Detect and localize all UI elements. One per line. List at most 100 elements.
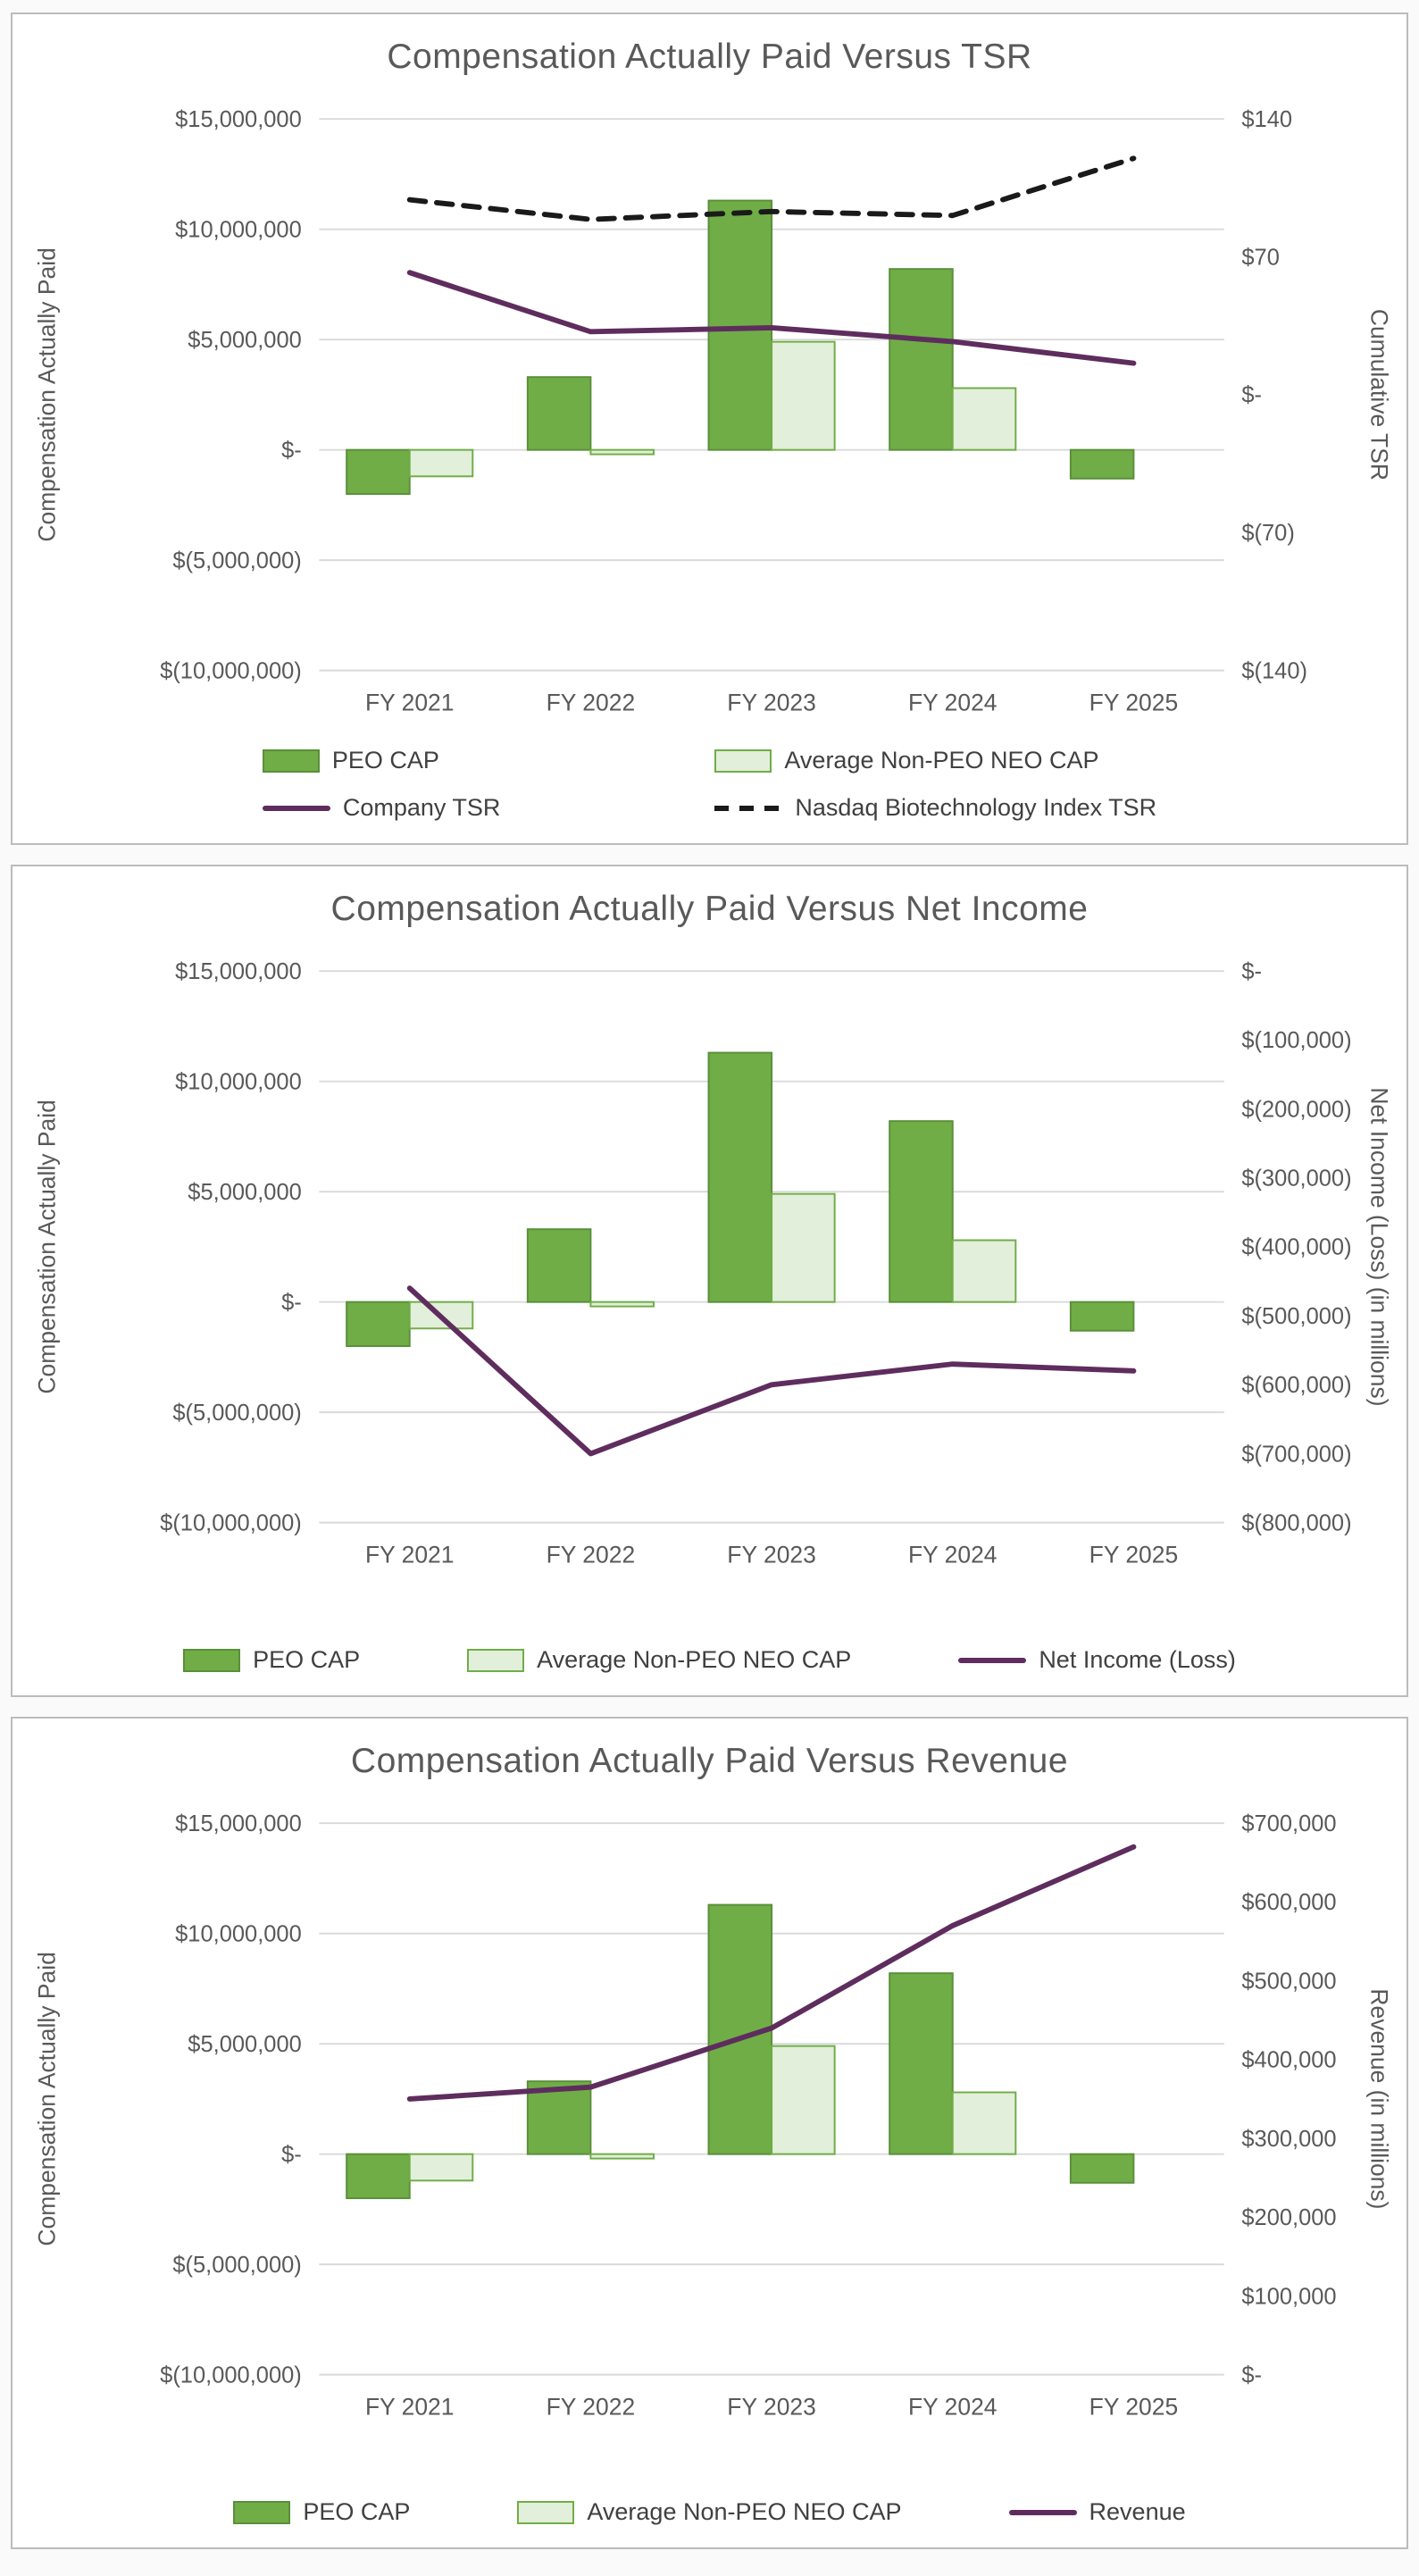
legend-item-average-non-peo-neo-cap: Average Non-PEO NEO CAP xyxy=(467,1646,851,1674)
bar-peo-cap xyxy=(1069,1301,1135,1332)
legend-swatch-neo-bar-icon xyxy=(714,749,772,773)
legend-label: Net Income (Loss) xyxy=(1039,1646,1236,1673)
right-axis-tick-label: $500,000 xyxy=(1241,1969,1336,1994)
right-axis-tick-label: $140 xyxy=(1241,107,1292,132)
bar-peo-cap xyxy=(526,376,592,451)
category-label: FY 2024 xyxy=(908,2394,997,2421)
right-axis-tick-label: $100,000 xyxy=(1241,2284,1336,2309)
legend-swatch-purple-line-icon xyxy=(1008,2509,1077,2515)
bar-peo-cap xyxy=(346,1301,411,1348)
right-axis-title: Cumulative TSR xyxy=(1365,309,1390,481)
right-axis-title: Revenue (in millions) xyxy=(1365,1988,1390,2209)
bar-peo-cap xyxy=(346,448,411,496)
legend-item-nasdaq-biotechnology-index-tsr: Nasdaq Biotechnology Index TSR xyxy=(714,794,1156,822)
left-axis-tick-label: $- xyxy=(281,438,302,463)
line-net-income-loss xyxy=(406,1285,1137,1457)
bar-average-non-peo-neo-cap xyxy=(771,340,836,451)
left-axis-tick-label: $- xyxy=(281,2142,302,2167)
left-axis-tick-label: $(5,000,000) xyxy=(172,2253,301,2278)
legend-label: Company TSR xyxy=(342,794,501,821)
legend-swatch-neo-bar-icon xyxy=(517,2500,575,2524)
right-axis-tick-label: $(300,000) xyxy=(1241,1167,1351,1192)
bar-average-non-peo-neo-cap xyxy=(408,2153,474,2182)
right-axis-tick-label: $(100,000) xyxy=(1241,1028,1351,1053)
legend-label: Average Non-PEO NEO CAP xyxy=(587,2498,902,2525)
left-axis-tick-label: $10,000,000 xyxy=(175,1070,302,1095)
left-axis-tick-label: $(5,000,000) xyxy=(172,548,301,573)
left-axis-tick-label: $15,000,000 xyxy=(175,107,302,132)
legend-label: Revenue xyxy=(1089,2498,1186,2525)
category-label: FY 2023 xyxy=(727,690,816,716)
right-axis-tick-label: $700,000 xyxy=(1241,1811,1336,1836)
legend-item-peo-cap: PEO CAP xyxy=(233,2498,410,2526)
right-axis-tick-label: $200,000 xyxy=(1241,2205,1336,2230)
chart-legend-cap-vs-tsr: PEO CAP Average Non-PEO NEO CAP Company TS… xyxy=(29,747,1390,822)
right-axis-tick-label: $(500,000) xyxy=(1241,1304,1351,1329)
bar-peo-cap xyxy=(526,1228,592,1303)
legend-swatch-dashed-line-icon xyxy=(714,805,783,811)
category-label: FY 2022 xyxy=(547,2394,636,2421)
left-axis-tick-label: $(10,000,000) xyxy=(160,658,302,683)
legend-item-net-income-loss: Net Income (Loss) xyxy=(958,1646,1236,1674)
left-axis-tick-label: $10,000,000 xyxy=(175,1922,302,1947)
right-axis-tick-label: $- xyxy=(1241,959,1262,984)
right-axis-tick-label: $600,000 xyxy=(1241,1890,1336,1915)
bar-average-non-peo-neo-cap xyxy=(589,2153,655,2160)
right-axis-tick-label: $(70) xyxy=(1241,521,1294,546)
legend-swatch-peo-bar-icon xyxy=(183,1648,241,1672)
chart-canvas-cap-vs-net-income: $15,000,000 $10,000,000 $5,000,000 $- $(5,00… xyxy=(33,959,1390,1568)
legend-label: PEO CAP xyxy=(331,747,439,774)
bar-average-non-peo-neo-cap xyxy=(951,1239,1017,1303)
chart-title-cap-vs-tsr: Compensation Actually Paid Versus TSR xyxy=(387,38,1032,76)
left-axis-tick-label: $5,000,000 xyxy=(188,328,301,353)
bar-peo-cap xyxy=(1069,448,1135,480)
right-axis-tick-label: $(400,000) xyxy=(1241,1235,1351,1260)
left-axis-tick-label: $(10,000,000) xyxy=(160,2363,302,2388)
left-axis-tick-label: $5,000,000 xyxy=(188,1180,301,1205)
chart-canvas-cap-vs-revenue: $15,000,000 $10,000,000 $5,000,000 $- $(5,00… xyxy=(33,1811,1390,2421)
legend-swatch-peo-bar-icon xyxy=(262,749,320,773)
chart-panel-cap-vs-tsr: Compensation Actually Paid Versus TSR $1… xyxy=(11,13,1408,845)
category-label: FY 2023 xyxy=(727,2394,816,2421)
chart-canvas-cap-vs-tsr: $15,000,000 $10,000,000 $5,000,000 $- $(5,00… xyxy=(33,107,1390,716)
chart-legend-cap-vs-revenue: PEO CAP Average Non-PEO NEO CAP Revenue xyxy=(29,2498,1390,2526)
bar-peo-cap xyxy=(346,2153,411,2200)
chart-legend-cap-vs-net-income: PEO CAP Average Non-PEO NEO CAP Net Income… xyxy=(29,1646,1390,1674)
bar-peo-cap xyxy=(1069,2153,1135,2184)
legend-item-revenue: Revenue xyxy=(1008,2498,1186,2526)
bar-average-non-peo-neo-cap xyxy=(951,387,1017,451)
category-label: FY 2024 xyxy=(908,690,997,716)
line-revenue xyxy=(406,1844,1137,2102)
category-label: FY 2024 xyxy=(908,1542,997,1568)
legend-item-peo-cap: PEO CAP xyxy=(262,747,501,774)
left-axis-tick-label: $15,000,000 xyxy=(175,1811,302,1836)
right-axis-tick-label: $- xyxy=(1241,383,1262,408)
category-label: FY 2025 xyxy=(1089,690,1179,716)
left-axis-tick-label: $5,000,000 xyxy=(188,2032,301,2057)
legend-swatch-purple-line-icon xyxy=(262,805,330,811)
left-axis-tick-label: $(5,000,000) xyxy=(172,1401,301,1426)
bar-peo-cap xyxy=(707,199,773,451)
legend-swatch-neo-bar-icon xyxy=(467,1648,525,1672)
bar-average-non-peo-neo-cap xyxy=(589,1301,655,1308)
legend-label: Average Non-PEO NEO CAP xyxy=(784,747,1099,774)
bar-average-non-peo-neo-cap xyxy=(589,448,655,456)
chart-panel-cap-vs-net-income: Compensation Actually Paid Versus Net In… xyxy=(11,865,1408,1697)
right-axis-title: Net Income (Loss) (in millions) xyxy=(1365,1087,1390,1406)
legend-item-average-non-peo-neo-cap: Average Non-PEO NEO CAP xyxy=(517,2498,902,2526)
right-axis-tick-label: $(140) xyxy=(1241,658,1307,683)
bar-peo-cap xyxy=(889,268,954,451)
legend-label: PEO CAP xyxy=(303,2498,411,2525)
left-axis-tick-label: $15,000,000 xyxy=(175,959,302,984)
category-label: FY 2022 xyxy=(547,690,636,716)
left-axis-tick-label: $10,000,000 xyxy=(175,218,302,243)
category-label: FY 2025 xyxy=(1089,1542,1179,1568)
bar-peo-cap xyxy=(889,1120,954,1303)
bar-peo-cap xyxy=(526,2080,592,2155)
bar-average-non-peo-neo-cap xyxy=(951,2091,1017,2155)
chart-title-cap-vs-net-income: Compensation Actually Paid Versus Net In… xyxy=(330,890,1089,928)
legend-item-average-non-peo-neo-cap: Average Non-PEO NEO CAP xyxy=(714,747,1156,774)
left-axis-tick-label: $- xyxy=(281,1290,302,1315)
right-axis-tick-label: $(800,000) xyxy=(1241,1510,1351,1535)
legend-label: PEO CAP xyxy=(253,1646,361,1673)
